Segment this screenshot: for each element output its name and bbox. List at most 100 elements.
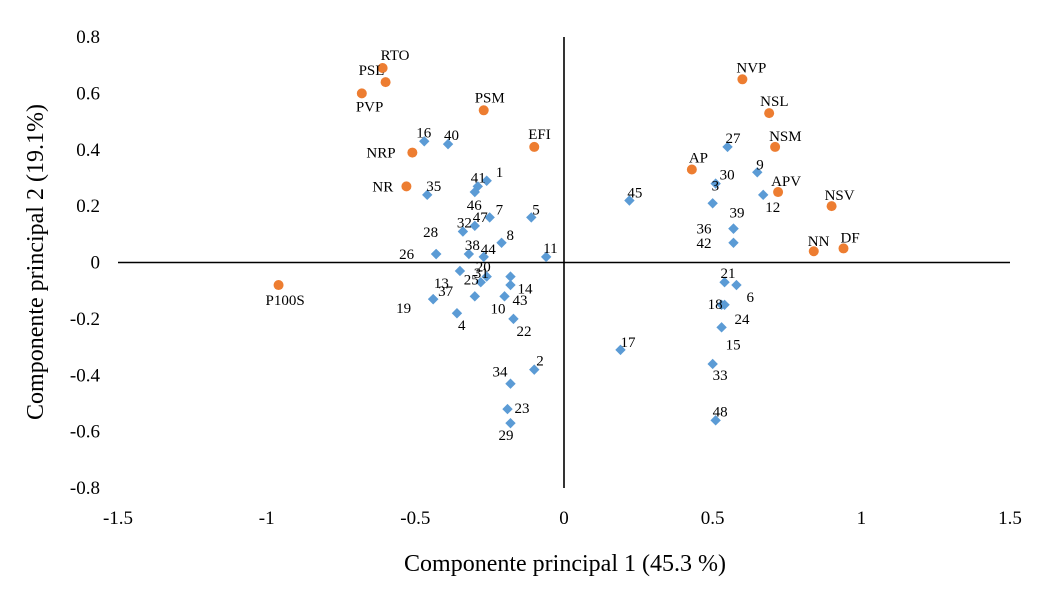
y-tick-label: -0.8 [70, 478, 100, 499]
data-point [454, 265, 466, 277]
data-label: 41 [471, 170, 486, 186]
data-label: 39 [729, 206, 744, 222]
data-label: NSM [769, 129, 802, 145]
data-label: 24 [735, 312, 751, 328]
series-diamonds [419, 136, 769, 429]
data-point [686, 164, 697, 175]
y-tick-label: -0.4 [70, 365, 101, 386]
data-label: PSL [359, 63, 385, 79]
data-point [716, 322, 727, 333]
data-label: 46 [467, 198, 483, 214]
y-tick-label: 0.6 [76, 83, 100, 104]
data-label: 20 [476, 260, 491, 276]
data-point [451, 308, 463, 319]
data-point [737, 74, 748, 85]
data-point [710, 178, 721, 189]
x-tick-label: 1 [857, 508, 867, 529]
data-label: PSM [475, 90, 505, 106]
y-axis-title: Componente principal 2 (19.1%) [23, 104, 49, 420]
series-circles [273, 63, 849, 291]
data-label: 35 [426, 179, 441, 195]
x-tick-label: 1.5 [998, 508, 1022, 529]
x-axis-title: Componente principal 1 (45.3 %) [404, 551, 726, 577]
data-label: 6 [746, 290, 754, 306]
data-label: NN [808, 234, 830, 250]
data-point [529, 364, 540, 375]
data-label: 37 [438, 284, 454, 300]
y-tick-label: 0.2 [76, 196, 100, 217]
data-label: 36 [696, 222, 712, 238]
data-label: PVP [356, 99, 384, 115]
data-point [484, 212, 495, 223]
data-label: 22 [516, 324, 531, 340]
data-label: 45 [627, 185, 642, 201]
data-point [478, 105, 489, 116]
x-tick-label: 0 [559, 508, 569, 529]
data-label: 40 [444, 128, 459, 144]
data-label: RTO [381, 48, 410, 64]
data-point [380, 77, 391, 88]
data-point [710, 415, 721, 426]
data-point [430, 248, 442, 260]
data-point [838, 243, 849, 254]
y-tick-label: -0.2 [70, 309, 100, 330]
data-point [356, 88, 367, 99]
data-point [496, 237, 507, 248]
data-point [457, 226, 469, 237]
data-point [427, 293, 439, 305]
data-point [273, 280, 284, 291]
data-point [728, 237, 739, 248]
data-point [731, 279, 742, 291]
data-label: EFI [528, 127, 551, 143]
data-label: 15 [726, 337, 741, 353]
data-point [526, 212, 537, 223]
axes [118, 37, 1010, 488]
data-point [707, 358, 718, 370]
data-label: 10 [491, 301, 506, 317]
data-label: 38 [465, 238, 480, 254]
data-point [770, 141, 781, 152]
x-tick-label: 0.5 [701, 508, 725, 529]
data-label: NSL [760, 94, 788, 110]
data-point [478, 251, 489, 263]
data-label: 33 [713, 368, 728, 384]
x-tick-labels: -1.5 -1 -0.5 0 0.5 1 1.5 [103, 508, 1022, 529]
data-label: 44 [481, 242, 497, 258]
data-label: NRP [366, 146, 395, 162]
data-label: 29 [498, 428, 513, 444]
data-point [469, 291, 480, 302]
data-point [615, 344, 626, 356]
data-point [505, 271, 516, 282]
data-point [419, 136, 430, 147]
data-point [808, 246, 819, 257]
data-label: NR [372, 179, 393, 195]
data-label: 11 [543, 241, 557, 257]
data-point [773, 187, 784, 198]
data-label: P100S [266, 293, 305, 309]
data-point [442, 138, 454, 150]
data-point [469, 186, 480, 198]
y-tick-label: 0.8 [76, 27, 100, 48]
y-tick-label: -0.6 [70, 422, 100, 443]
data-label: 28 [423, 225, 438, 241]
data-point [401, 181, 412, 192]
data-point [540, 251, 552, 263]
data-label: 48 [713, 404, 728, 420]
data-point [722, 141, 733, 153]
data-label: 32 [457, 215, 472, 231]
y-tick-label: 0.4 [76, 140, 100, 161]
data-point [469, 220, 480, 232]
data-label: 8 [507, 228, 515, 244]
data-label: 14 [517, 282, 533, 298]
data-label: 7 [496, 202, 504, 218]
x-tick-label: -1.5 [103, 508, 133, 529]
data-point [505, 279, 516, 291]
data-point [529, 141, 540, 152]
data-label: AP [689, 150, 708, 166]
data-label: 1 [496, 165, 504, 181]
data-point [826, 201, 837, 212]
data-point [475, 277, 486, 288]
data-point [481, 175, 492, 186]
